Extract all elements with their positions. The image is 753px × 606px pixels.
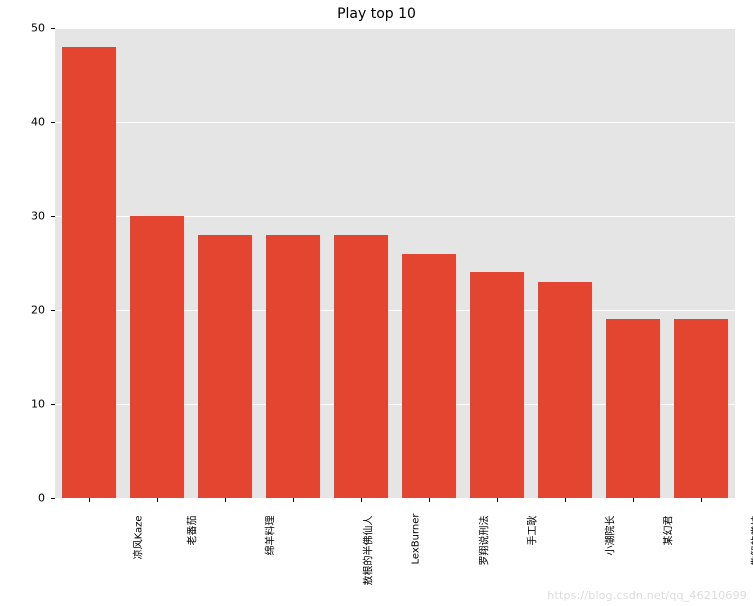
gridline	[55, 28, 735, 29]
chart-container: Play top 10 0 10 20 30 40 50 凉风Kaze 老番茄 绵羊料理 敖根的…	[0, 0, 753, 606]
y-tick-mark	[51, 216, 55, 217]
bar	[62, 47, 116, 498]
bar	[130, 216, 184, 498]
watermark-text: https://blog.csdn.net/qq_46210699	[547, 589, 747, 602]
y-tick-label: 10	[0, 398, 45, 411]
bar	[674, 319, 728, 498]
y-tick-label: 30	[0, 210, 45, 223]
x-tick-mark	[361, 498, 362, 502]
x-tick-mark	[565, 498, 566, 502]
bar	[402, 254, 456, 498]
x-tick-label: 敬智的党妹	[748, 516, 753, 566]
y-tick-mark	[51, 122, 55, 123]
y-tick-mark	[51, 28, 55, 29]
bar	[198, 235, 252, 498]
x-tick-label: 手工耿	[524, 516, 539, 546]
x-tick-label: 绵羊料理	[262, 516, 277, 556]
chart-title: Play top 10	[0, 6, 753, 22]
y-tick-label: 40	[0, 116, 45, 129]
bar	[606, 319, 660, 498]
bar	[538, 282, 592, 498]
x-tick-mark	[293, 498, 294, 502]
plot-area	[55, 28, 735, 498]
y-tick-label: 50	[0, 22, 45, 35]
y-tick-label: 0	[0, 492, 45, 505]
y-tick-mark	[51, 404, 55, 405]
x-tick-mark	[429, 498, 430, 502]
x-tick-mark	[89, 498, 90, 502]
x-tick-label: 罗翔说刑法	[476, 516, 491, 566]
gridline	[55, 122, 735, 123]
bar	[470, 272, 524, 498]
x-tick-mark	[497, 498, 498, 502]
bar	[334, 235, 388, 498]
x-tick-mark	[633, 498, 634, 502]
y-tick-label: 20	[0, 304, 45, 317]
x-tick-label: 某幻君	[660, 516, 675, 546]
x-tick-mark	[225, 498, 226, 502]
bar	[266, 235, 320, 498]
x-tick-label: 凉风Kaze	[129, 516, 144, 560]
x-tick-mark	[157, 498, 158, 502]
y-tick-mark	[51, 310, 55, 311]
x-tick-label: 敖根的半佛仙人	[360, 516, 375, 586]
x-tick-mark	[701, 498, 702, 502]
y-tick-mark	[51, 498, 55, 499]
x-tick-label: LexBurner	[411, 514, 422, 565]
x-tick-label: 老番茄	[184, 516, 199, 546]
x-tick-label: 小潮院长	[602, 516, 617, 556]
